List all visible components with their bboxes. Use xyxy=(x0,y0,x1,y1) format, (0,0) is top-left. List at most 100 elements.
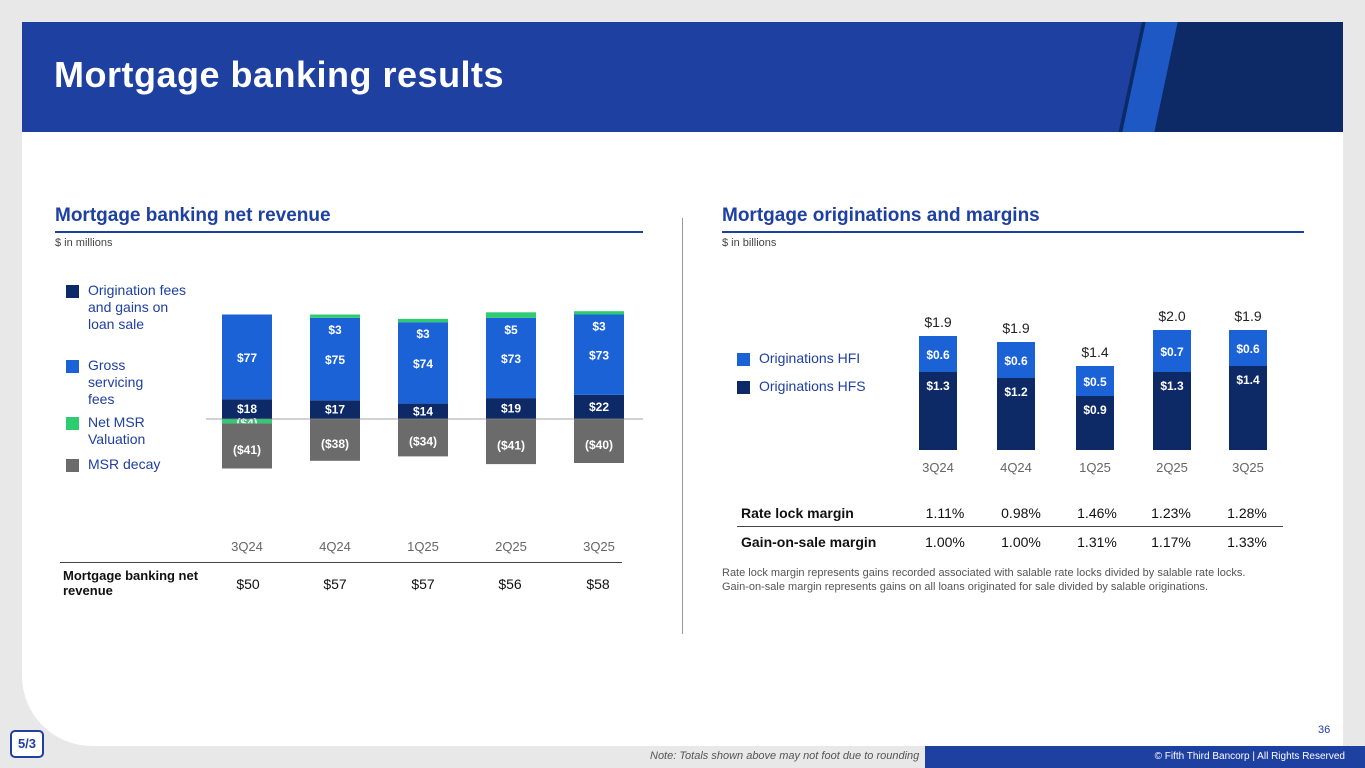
page-title: Mortgage banking results xyxy=(54,54,505,95)
left-total-4Q24: $57 xyxy=(323,576,347,592)
gain-on-sale-1Q25: 1.31% xyxy=(1077,534,1117,550)
label-origination-4Q24: $17 xyxy=(325,403,345,417)
total-3Q25: $1.9 xyxy=(1234,308,1261,324)
margin-table-rule xyxy=(737,526,1283,527)
label-servicing-3Q24: $77 xyxy=(237,351,257,365)
x-tick-3Q25: 3Q25 xyxy=(1232,460,1264,475)
label-origination-2Q25: $19 xyxy=(501,402,521,416)
x-tick-4Q24: 4Q24 xyxy=(319,539,351,554)
bar-hfs-4Q24 xyxy=(997,378,1035,450)
legend-swatch-hfs xyxy=(737,381,750,394)
rate-lock-2Q25: 1.23% xyxy=(1151,505,1191,521)
fifth-third-logo: 5/3 xyxy=(10,730,44,758)
rate-lock-3Q25: 1.28% xyxy=(1227,505,1267,521)
bar-hfs-1Q25 xyxy=(1076,396,1114,450)
x-tick-3Q25: 3Q25 xyxy=(583,539,615,554)
bar-msr-valuation-1Q25 xyxy=(398,318,448,323)
gain-on-sale-label: Gain-on-sale margin xyxy=(741,534,877,550)
x-tick-3Q24: 3Q24 xyxy=(231,539,263,554)
left-total-row-label: Mortgage banking net revenue xyxy=(63,568,199,598)
label-servicing-4Q24: $75 xyxy=(325,353,345,367)
legend-swatch-origination xyxy=(66,285,79,298)
bar-msr-decay-1Q25 xyxy=(398,419,448,457)
label-hfi-3Q24: $0.6 xyxy=(926,348,950,362)
left-total-3Q24: $50 xyxy=(236,576,260,592)
legend-label-hfi: Originations HFI xyxy=(759,350,861,366)
bar-hfs-3Q25 xyxy=(1229,366,1267,450)
footnote: Note: Totals shown above may not foot du… xyxy=(650,750,920,762)
section-divider xyxy=(682,218,683,634)
gain-on-sale-2Q25: 1.17% xyxy=(1151,534,1191,550)
total-1Q25: $1.4 xyxy=(1081,344,1108,360)
bar-origination-1Q25 xyxy=(398,403,448,419)
legend-swatch-servicing xyxy=(66,360,79,373)
note-line-1: Rate lock margin represents gains record… xyxy=(722,567,1246,579)
bar-msr-valuation-3Q24 xyxy=(222,419,272,424)
label-msr-decay-1Q25: ($34) xyxy=(409,435,437,449)
bar-msr-valuation-4Q24 xyxy=(310,314,360,318)
legend-swatch-msr-decay xyxy=(66,459,79,472)
label-hfi-3Q25: $0.6 xyxy=(1236,342,1260,356)
legend-swatch-hfi xyxy=(737,353,750,366)
label-hfs-2Q25: $1.3 xyxy=(1160,379,1184,393)
left-section-title: Mortgage banking net revenue xyxy=(55,205,331,226)
x-tick-2Q25: 2Q25 xyxy=(1156,460,1188,475)
bar-servicing-3Q25 xyxy=(574,314,624,395)
bar-hfi-4Q24 xyxy=(997,342,1035,378)
label-servicing-1Q25: $74 xyxy=(413,357,433,371)
label-msr-decay-3Q25: ($40) xyxy=(585,438,613,452)
label-msr-valuation-2Q25: $5 xyxy=(504,323,518,337)
bar-msr-valuation-2Q25 xyxy=(486,312,536,318)
copyright: © Fifth Third Bancorp | All Rights Reser… xyxy=(1154,751,1345,762)
label-hfi-1Q25: $0.5 xyxy=(1083,375,1107,389)
label-origination-3Q24: $18 xyxy=(237,402,257,416)
bar-msr-decay-2Q25 xyxy=(486,419,536,465)
note-line-2: Gain-on-sale margin represents gains on … xyxy=(722,581,1209,593)
label-origination-1Q25: $14 xyxy=(413,404,433,418)
left-unit-label: $ in millions xyxy=(55,237,113,249)
header-banner: Mortgage banking results xyxy=(22,22,1343,132)
bar-hfi-3Q25 xyxy=(1229,330,1267,366)
label-msr-decay-3Q24: ($41) xyxy=(233,443,261,457)
right-section-rule xyxy=(722,231,1304,233)
total-4Q24: $1.9 xyxy=(1002,320,1029,336)
left-section-rule xyxy=(55,231,643,233)
label-servicing-2Q25: $73 xyxy=(501,352,521,366)
label-msr-decay-2Q25: ($41) xyxy=(497,439,525,453)
rate-lock-1Q25: 1.46% xyxy=(1077,505,1117,521)
rate-lock-3Q24: 1.11% xyxy=(925,505,965,521)
left-total-1Q25: $57 xyxy=(411,576,435,592)
legend-label-hfs: Originations HFS xyxy=(759,378,866,394)
bar-origination-4Q24 xyxy=(310,400,360,419)
label-msr-valuation-3Q25: $3 xyxy=(592,320,606,334)
label-hfs-3Q25: $1.4 xyxy=(1236,373,1260,387)
bar-servicing-4Q24 xyxy=(310,317,360,401)
legend-swatch-msr-valuation xyxy=(66,417,79,430)
bar-origination-2Q25 xyxy=(486,398,536,419)
bar-msr-decay-3Q24 xyxy=(222,423,272,469)
x-tick-1Q25: 1Q25 xyxy=(1079,460,1111,475)
bar-servicing-1Q25 xyxy=(398,322,448,404)
label-hfs-1Q25: $0.9 xyxy=(1083,403,1107,417)
bar-servicing-2Q25 xyxy=(486,317,536,399)
right-section-title: Mortgage originations and margins xyxy=(722,205,1040,226)
right-unit-label: $ in billions xyxy=(722,237,777,249)
bar-msr-decay-3Q25 xyxy=(574,419,624,463)
legend-label-servicing: Gross servicing fees xyxy=(88,357,144,407)
x-tick-4Q24: 4Q24 xyxy=(1000,460,1032,475)
label-hfi-4Q24: $0.6 xyxy=(1004,354,1028,368)
left-total-rule xyxy=(60,562,622,563)
bar-servicing-3Q24 xyxy=(222,314,272,400)
rate-lock-4Q24: 0.98% xyxy=(1001,505,1041,521)
bar-hfi-2Q25 xyxy=(1153,330,1191,372)
total-3Q24: $1.9 xyxy=(924,314,951,330)
x-tick-2Q25: 2Q25 xyxy=(495,539,527,554)
label-msr-decay-4Q24: ($38) xyxy=(321,437,349,451)
gain-on-sale-3Q25: 1.33% xyxy=(1227,534,1267,550)
page-number: 36 xyxy=(1318,724,1331,736)
bar-hfi-3Q24 xyxy=(919,336,957,372)
left-total-2Q25: $56 xyxy=(498,576,522,592)
legend-label-origination: Origination fees and gains on loan sale xyxy=(88,282,187,332)
